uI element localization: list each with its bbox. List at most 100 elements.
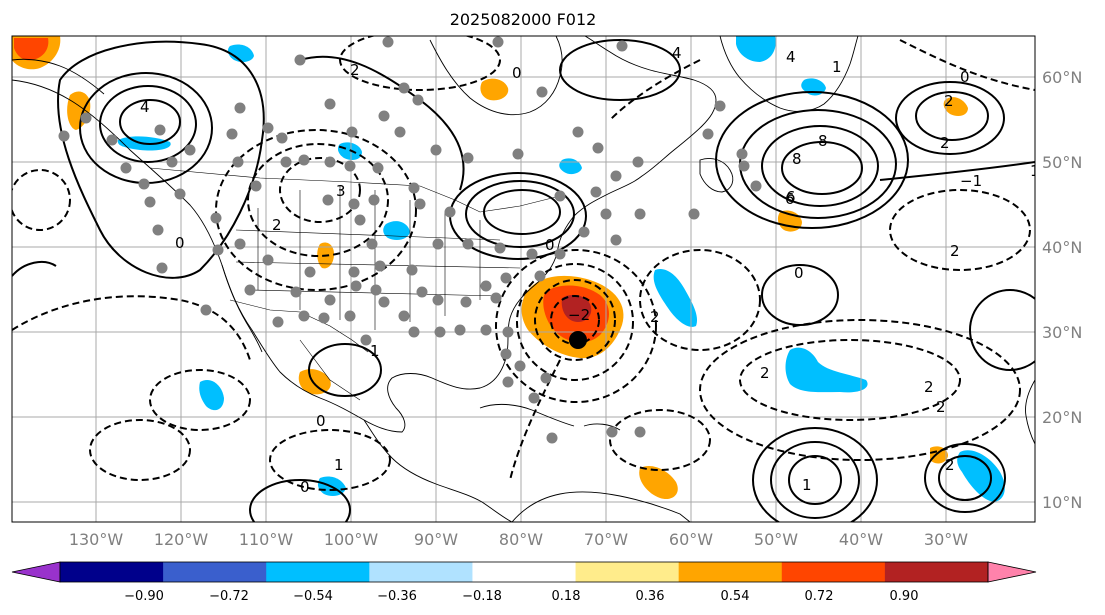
contour-label: 2 <box>760 364 770 382</box>
station-dot <box>350 280 362 292</box>
colorbar-segment <box>60 562 164 582</box>
station-dot <box>634 426 646 438</box>
contour-line <box>339 36 501 91</box>
station-dot <box>348 266 360 278</box>
lon-label: 110°W <box>239 530 294 549</box>
station-dot <box>554 190 566 202</box>
longitude-axis: 130°W 120°W 110°W 100°W 90°W 80°W 70°W 6… <box>69 530 968 549</box>
station-dot <box>540 372 552 384</box>
colorbar-segment <box>678 562 783 582</box>
lat-label: 30°N <box>1042 323 1082 342</box>
contour-label: 1 <box>334 456 344 474</box>
contour-line <box>509 359 561 481</box>
contour-line <box>761 264 839 326</box>
lat-label: 60°N <box>1042 68 1082 87</box>
station-dot <box>502 376 514 388</box>
contour-label: 2 <box>944 92 954 110</box>
colorbar-extension-min <box>11 561 61 583</box>
lon-label: 30°W <box>924 530 968 549</box>
coastline-west-africa <box>1025 379 1035 445</box>
contour-label: 1 <box>370 342 380 360</box>
station-dot <box>200 304 212 316</box>
anomaly-region <box>957 450 1005 502</box>
station-dot <box>324 98 336 110</box>
lon-label: 40°W <box>839 530 883 549</box>
contour-label: 8 <box>792 150 802 168</box>
colorbar-segment <box>266 562 370 582</box>
border-state <box>235 229 501 241</box>
anomaly-region <box>736 36 776 62</box>
station-dot <box>324 156 336 168</box>
contour-line <box>915 91 989 141</box>
colorbar-tick-label: −0.54 <box>293 589 333 604</box>
contour-label: 0 <box>960 68 970 86</box>
contour-label: 0 <box>300 478 310 496</box>
anomaly-region <box>227 44 254 63</box>
lat-label: 40°N <box>1042 238 1082 257</box>
latitude-axis: 60°N 50°N 40°N 30°N 20°N 10°N <box>1042 68 1082 512</box>
station-dot <box>512 148 524 160</box>
station-dot <box>262 122 274 134</box>
contour-line <box>715 91 909 229</box>
station-dot <box>318 312 330 324</box>
colorbar-segment <box>575 562 680 582</box>
station-dot <box>344 160 356 172</box>
coastline-south-america <box>511 491 691 522</box>
contour-line <box>879 161 1035 181</box>
lat-label: 10°N <box>1042 493 1082 512</box>
station-dot <box>106 134 118 146</box>
station-dot <box>578 226 590 238</box>
station-dot <box>534 270 546 282</box>
station-dot <box>226 128 238 140</box>
lon-label: 70°W <box>584 530 628 549</box>
coastline-alaska <box>12 58 105 95</box>
colorbar-frame <box>59 561 989 583</box>
station-dot <box>244 284 256 296</box>
colorbar-tick-label: 0.18 <box>552 589 581 604</box>
contour-label: 2 <box>924 378 934 396</box>
coastline-newfoundland <box>699 158 734 193</box>
negative-contours <box>12 36 1035 491</box>
positive-contours <box>12 39 1035 522</box>
contour-line <box>770 441 860 519</box>
station-dot <box>490 292 502 304</box>
coastline-baja <box>221 264 263 353</box>
station-dot <box>184 144 196 156</box>
contour-line <box>149 369 251 431</box>
station-dot <box>738 160 750 172</box>
station-dot <box>154 124 166 136</box>
contour-label: 4 <box>140 98 150 116</box>
colorbar-tick-label: −0.72 <box>209 589 249 604</box>
lon-label: 80°W <box>499 530 543 549</box>
station-dot <box>368 194 380 206</box>
border-us-mexico <box>229 299 369 353</box>
station-dot <box>398 310 410 322</box>
contour-line <box>215 129 417 291</box>
station-dot <box>610 170 622 182</box>
anomaly-region <box>298 369 331 395</box>
station-dot <box>398 82 410 94</box>
contour-line <box>761 125 879 207</box>
station-dot <box>366 238 378 250</box>
station-dot <box>592 142 604 154</box>
station-dot <box>298 310 310 322</box>
station-dot <box>572 126 584 138</box>
lon-label: 90°W <box>414 530 458 549</box>
station-dot <box>212 244 224 256</box>
contour-label: 2 <box>272 216 282 234</box>
contour-label: 2 <box>936 398 946 416</box>
storm-center-marker <box>569 331 587 349</box>
contour-line <box>924 443 1006 513</box>
station-dot <box>156 262 168 274</box>
station-dot <box>526 248 538 260</box>
contour-label: 6 <box>786 188 796 206</box>
contour-line <box>609 409 711 471</box>
contour-line <box>699 319 1021 461</box>
coastline-hispaniola <box>583 423 621 431</box>
colorbar-segment <box>781 562 886 582</box>
station-dot <box>232 156 244 168</box>
station-dot <box>500 348 512 360</box>
map-title: 2025082000 F012 <box>450 10 597 29</box>
contour-label: 6 <box>785 190 795 208</box>
anomaly-region <box>199 379 224 411</box>
